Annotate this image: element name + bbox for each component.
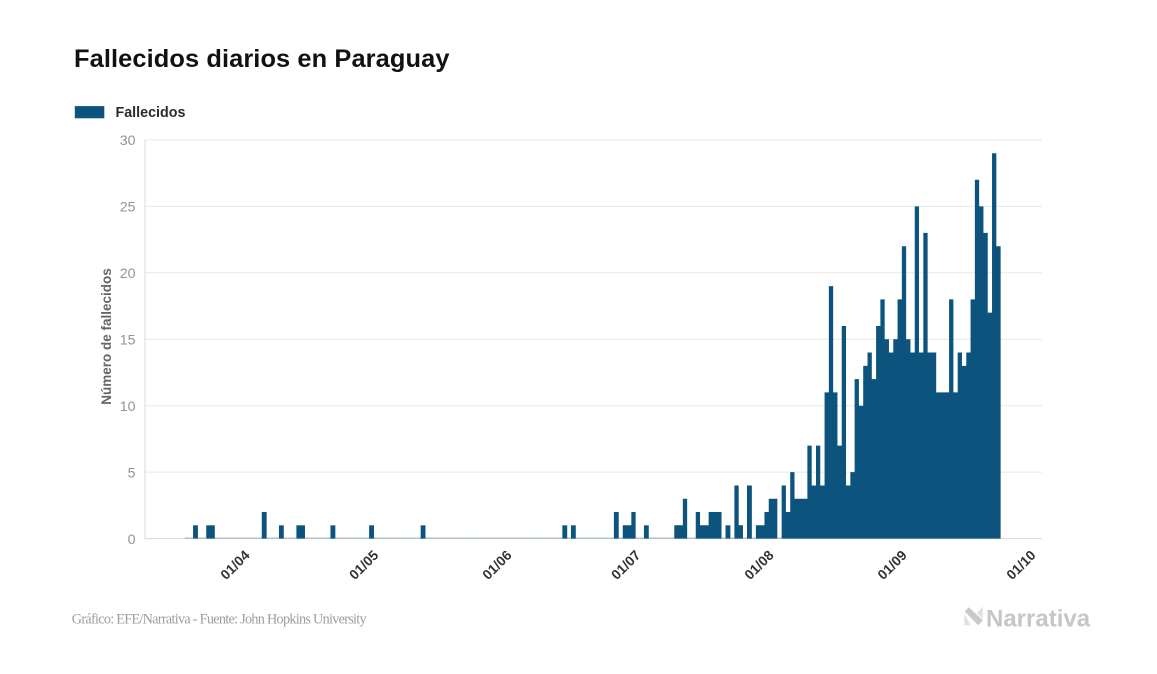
svg-text:25: 25	[120, 200, 136, 216]
svg-text:20: 20	[120, 266, 136, 282]
svg-text:5: 5	[128, 465, 136, 481]
svg-text:Fallecidos: Fallecidos	[116, 105, 186, 121]
svg-text:10: 10	[120, 399, 136, 415]
svg-text:30: 30	[120, 133, 136, 149]
svg-text:0: 0	[128, 532, 136, 548]
svg-text:Gráfico: EFE/Narrativa - Fuent: Gráfico: EFE/Narrativa - Fuente: John Ho…	[72, 612, 368, 628]
svg-text:15: 15	[120, 332, 136, 348]
svg-text:Narrativa: Narrativa	[986, 606, 1091, 633]
svg-text:Fallecidos diarios en Paraguay: Fallecidos diarios en Paraguay	[74, 45, 450, 73]
svg-text:Número de fallecidos: Número de fallecidos	[99, 268, 114, 405]
